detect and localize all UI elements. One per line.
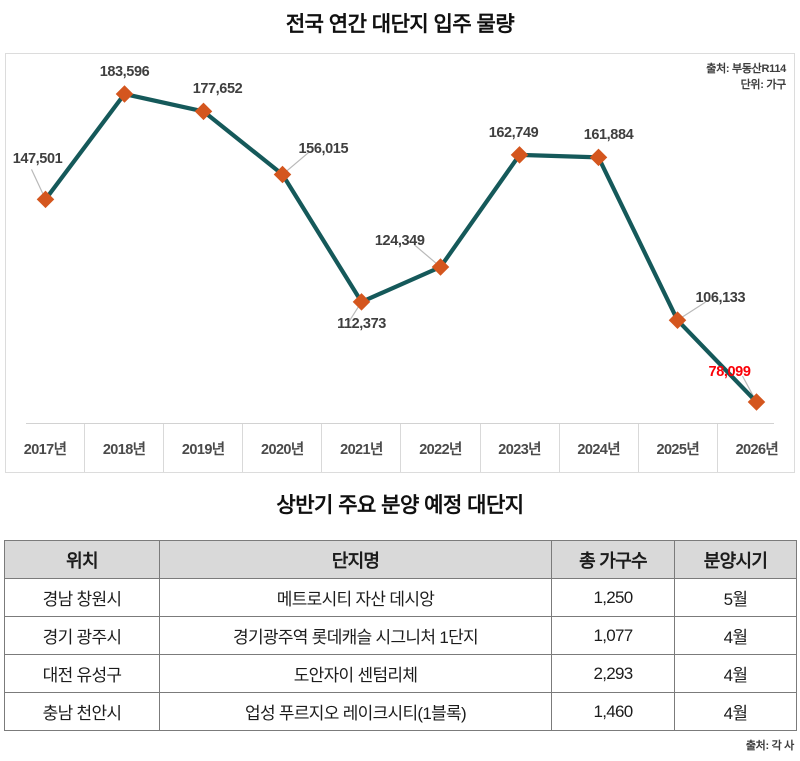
table-row: 경남 창원시 메트로시티 자산 데시앙 1,250 5월: [4, 578, 797, 617]
x-axis-label-2025: 2025년: [637, 424, 717, 472]
complex-name-cell: 메트로시티 자산 데시앙: [159, 578, 552, 617]
table-row: 경기 광주시 경기광주역 롯데캐슬 시그니처 1단지 1,077 4월: [4, 616, 797, 655]
major-complexes-table: 위치 단지명 총 가구수 분양시기 경남 창원시 메트로시티 자산 데시앙 1,250 5월…: [4, 540, 797, 731]
data-point-label: 183,596: [99, 64, 150, 80]
x-axis-label-text: 2019년: [181, 441, 225, 458]
page-title: 전국 연간 대단지 입주 물량: [285, 13, 515, 36]
data-point-marker[interactable]: [747, 393, 766, 411]
data-point-label: 124,349: [374, 232, 425, 249]
table-body: 경남 창원시 메트로시티 자산 데시앙 1,250 5월 경기 광주시 경기광주역 롯데캐…: [4, 578, 797, 731]
data-point-markers: [36, 85, 766, 411]
data-point-label: 156,015: [298, 140, 349, 157]
x-axis-label-2017: 2017년: [6, 424, 84, 472]
data-point-label: 161,884: [583, 127, 634, 144]
x-axis-label-2022: 2022년: [400, 424, 479, 472]
x-axis-label-text: 2024년: [577, 441, 620, 458]
data-point-label: 177,652: [192, 81, 243, 98]
data-point-marker[interactable]: [115, 85, 134, 103]
household-count-cell: 1,077: [551, 616, 675, 655]
chart-source-note: 출처: 부동산R114 단위: 가구: [706, 62, 786, 94]
line-chart-svg: [30, 85, 766, 411]
launch-period-cell: 4월: [674, 616, 797, 655]
table-source-note: 출처: 각 사: [745, 740, 794, 752]
x-axis-label-text: 2018년: [102, 441, 146, 458]
chart-panel: 출처: 부동산R114 단위: 가구 147,501 183,596 177,652…: [5, 53, 795, 473]
data-point-label: 106,133: [695, 290, 746, 307]
x-axis-line: [26, 423, 774, 424]
x-axis-label-2018: 2018년: [84, 424, 163, 472]
x-axis-label-text: 2020년: [261, 441, 304, 458]
x-axis-label-text: 2017년: [23, 441, 67, 458]
x-axis-label-2023: 2023년: [479, 424, 559, 472]
location-cell: 대전 유성구: [4, 654, 160, 693]
table-header-cell: 총 가구수: [551, 540, 675, 579]
launch-period-cell: 4월: [674, 654, 797, 693]
household-count-cell: 1,250: [551, 578, 675, 617]
x-axis-label-2021: 2021년: [321, 424, 400, 472]
table-header-cell: 분양시기: [674, 540, 797, 579]
table-row: 대전 유성구 도안자이 센텀리체 2,293 4월: [4, 654, 797, 693]
data-point-label: 147,501: [12, 151, 63, 168]
data-point-label: 112,373: [337, 315, 386, 332]
x-axis-label-text: 2021년: [340, 441, 383, 458]
launch-period-cell: 5월: [674, 578, 797, 617]
table-title: 상반기 주요 분양 예정 대단지: [276, 494, 524, 517]
location-cell: 경기 광주시: [4, 616, 160, 655]
series-line-2017-2026: [43, 91, 759, 405]
chart-source-text: 출처: 부동산R114: [706, 63, 786, 75]
table-header-row: 위치 단지명 총 가구수 분양시기: [4, 540, 797, 579]
x-axis-label-text: 2025년: [656, 441, 700, 458]
complex-name-cell: 업성 푸르지오 레이크시티(1블록): [159, 692, 552, 731]
x-axis-tick-labels: 2017년 2018년 2019년 2020년 2021년 2022년 2023년 2024년…: [6, 424, 796, 472]
complex-name-cell: 경기광주역 롯데캐슬 시그니처 1단지: [159, 616, 552, 655]
table-header-cell: 위치: [4, 540, 160, 579]
table-header-cell: 단지명: [159, 540, 552, 579]
x-axis-label-text: 2026년: [735, 441, 779, 458]
x-axis-label-2020: 2020년: [242, 424, 321, 472]
x-axis-label-2019: 2019년: [163, 424, 242, 472]
x-axis-label-2026: 2026년: [716, 424, 796, 472]
leader-lines: [30, 152, 758, 403]
data-point-marker[interactable]: [668, 311, 687, 329]
household-count-cell: 2,293: [551, 654, 675, 693]
complex-name-cell: 도안자이 센텀리체: [159, 654, 552, 693]
x-axis-label-text: 2022년: [419, 441, 462, 458]
data-point-marker[interactable]: [589, 148, 608, 167]
table-row: 충남 천안시 업성 푸르지오 레이크시티(1블록) 1,460 4월: [4, 692, 797, 731]
chart-unit-text: 단위: 가구: [740, 78, 787, 91]
data-point-marker[interactable]: [36, 190, 55, 209]
location-cell: 경남 창원시: [4, 578, 160, 617]
data-point-label: 78,099: [708, 364, 751, 380]
launch-period-cell: 4월: [674, 692, 797, 731]
data-point-label: 162,749: [488, 124, 539, 141]
household-count-cell: 1,460: [551, 692, 675, 731]
location-cell: 충남 천안시: [4, 692, 160, 731]
x-axis-label-text: 2023년: [498, 441, 541, 458]
x-axis-label-2024: 2024년: [558, 424, 638, 472]
